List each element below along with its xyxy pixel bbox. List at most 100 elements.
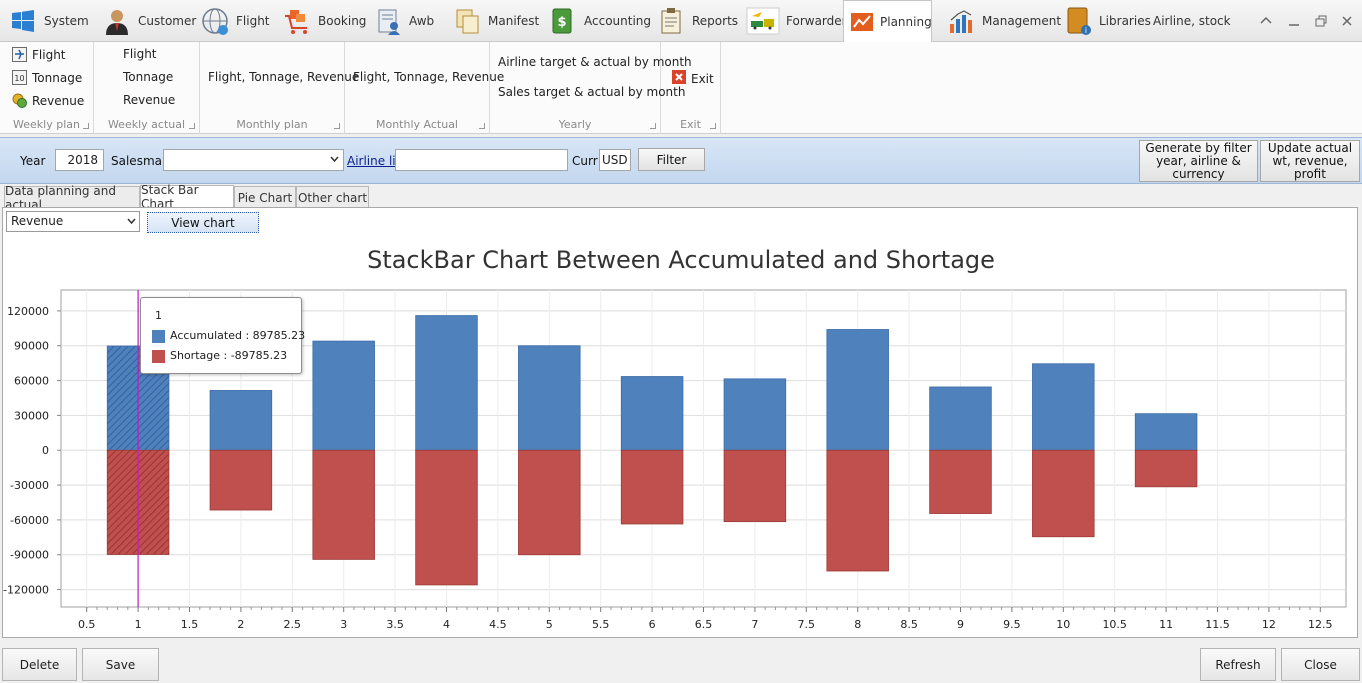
- ribbon-item-label: Sales target & actual by month: [498, 85, 686, 99]
- ribbon-item-label: Airline target & actual by month: [498, 55, 692, 69]
- main-menu-tabs: System Customer Flight Booking Awb Manif…: [0, 0, 1362, 43]
- minimize-icon[interactable]: [1287, 14, 1301, 31]
- save-button[interactable]: Save: [82, 648, 159, 681]
- tab-stack-bar-chart[interactable]: Stack Bar Chart: [140, 183, 234, 211]
- view-chart-button[interactable]: View chart: [147, 212, 259, 233]
- filter-button[interactable]: Filter: [638, 148, 705, 171]
- flight-icon: [12, 47, 27, 62]
- tab-customer[interactable]: Customer: [96, 0, 202, 42]
- ribbon-item-label: Revenue: [123, 93, 176, 107]
- group-exit: Exit Exit: [661, 42, 721, 134]
- svg-text:$: $: [557, 15, 566, 30]
- tab-other-chart[interactable]: Other chart: [296, 186, 369, 208]
- sales-target-button[interactable]: Sales target & actual by month: [498, 85, 685, 99]
- collapse-ribbon-icon[interactable]: [1259, 14, 1273, 31]
- tab-management[interactable]: Management: [940, 0, 1067, 42]
- ribbon-item-label: Tonnage: [32, 70, 83, 85]
- tab-awb[interactable]: Awb: [367, 0, 440, 42]
- airline-field[interactable]: [395, 149, 568, 171]
- tab-label: Planning: [880, 15, 932, 29]
- shortage-swatch: [152, 349, 165, 363]
- tooltip-line: Shortage : -89785.23: [170, 349, 288, 362]
- tab-accounting[interactable]: $ Accounting: [542, 0, 657, 42]
- ribbon-item-label: Flight: [32, 47, 66, 62]
- group-caption: Weekly plan: [13, 118, 80, 131]
- tab-label: Libraries: [1099, 14, 1151, 28]
- dialog-launcher-icon[interactable]: [189, 123, 195, 129]
- refresh-button[interactable]: Refresh: [1200, 648, 1276, 681]
- close-button[interactable]: Close: [1281, 648, 1360, 681]
- ribbon-item-label: Exit: [691, 71, 714, 86]
- tooltip-accumulated: Accumulated : 89785.23: [152, 329, 305, 343]
- dialog-launcher-icon[interactable]: [650, 123, 656, 129]
- chart-metric-select[interactable]: Revenue: [6, 211, 140, 232]
- tab-reports[interactable]: Reports: [650, 0, 744, 42]
- tab-planning[interactable]: Planning: [843, 0, 932, 43]
- tab-booking[interactable]: Booking: [276, 0, 372, 42]
- exit-button[interactable]: Exit: [672, 70, 714, 87]
- group-monthly-plan: Flight, Tonnage, Revenue Monthly plan: [200, 42, 359, 134]
- chart-metric-value: Revenue: [11, 214, 64, 228]
- group-weekly-plan: Flight 10 Tonnage Revenue Weekly plan: [0, 42, 94, 134]
- tab-pie-chart[interactable]: Pie Chart: [234, 186, 296, 208]
- tab-label: Manifest: [488, 14, 540, 28]
- delete-button[interactable]: Delete: [2, 648, 77, 681]
- tab-label: Management: [982, 14, 1062, 28]
- weekly-actual-revenue-button[interactable]: Revenue: [123, 93, 175, 107]
- dialog-launcher-icon[interactable]: [710, 123, 716, 129]
- tooltip-title: 1: [155, 309, 162, 322]
- salesman-select[interactable]: [163, 149, 344, 171]
- tab-label: Airline, stock: [1153, 14, 1231, 28]
- dialog-launcher-icon[interactable]: [83, 123, 89, 129]
- generate-button[interactable]: Generate by filter year, airline & curre…: [1139, 140, 1258, 182]
- weekly-plan-revenue-button[interactable]: Revenue: [12, 93, 84, 108]
- chevron-down-icon[interactable]: [127, 214, 136, 231]
- monthly-plan-button[interactable]: Flight, Tonnage, Revenue: [208, 70, 359, 84]
- exit-icon: [672, 70, 686, 87]
- dialog-launcher-icon[interactable]: [334, 123, 340, 129]
- close-window-icon[interactable]: [1340, 14, 1354, 31]
- restore-icon[interactable]: [1314, 14, 1328, 31]
- ribbon-item-label: Tonnage: [123, 70, 174, 84]
- tooltip-line: Accumulated : 89785.23: [170, 329, 306, 342]
- tab-flight[interactable]: Flight: [194, 0, 276, 42]
- dialog-launcher-icon[interactable]: [479, 123, 485, 129]
- group-caption: Exit: [680, 118, 701, 131]
- monthly-actual-button[interactable]: Flight, Tonnage, Revenue: [353, 70, 504, 84]
- bar-chart-icon: [946, 6, 976, 36]
- tab-data-planning[interactable]: Data planning and actual: [4, 184, 140, 212]
- year-label: Year: [20, 154, 46, 168]
- update-actual-button[interactable]: Update actual wt, revenue, profit: [1260, 140, 1360, 182]
- tab-label: Forwarder: [786, 14, 847, 28]
- tab-system[interactable]: System: [2, 0, 95, 42]
- tab-libraries[interactable]: i Libraries: [1057, 0, 1157, 42]
- tab-forwarder[interactable]: Forwarder: [740, 0, 853, 42]
- tonnage-icon: 10: [12, 70, 27, 85]
- weekly-actual-tonnage-button[interactable]: Tonnage: [123, 70, 173, 84]
- copy-icon: [452, 6, 482, 36]
- weekly-plan-tonnage-button[interactable]: 10 Tonnage: [12, 70, 82, 85]
- accumulated-swatch: [152, 329, 165, 343]
- windows-icon: [8, 6, 38, 36]
- currency-field[interactable]: USD: [599, 149, 631, 171]
- tab-airline-stock[interactable]: Airline, stock: [1147, 0, 1237, 42]
- document-user-icon: [373, 6, 403, 36]
- user-icon: [102, 6, 132, 36]
- ribbon-item-label: Flight, Tonnage, Revenue: [353, 70, 505, 84]
- weekly-actual-flight-button[interactable]: Flight: [123, 47, 157, 61]
- tab-label: System: [44, 14, 89, 28]
- weekly-plan-flight-button[interactable]: Flight: [12, 47, 66, 62]
- transport-icon: [746, 6, 780, 36]
- chevron-down-icon[interactable]: [330, 152, 339, 169]
- salesman-label: Salesman: [111, 154, 170, 168]
- tooltip-shortage: Shortage : -89785.23: [152, 349, 287, 363]
- airline-target-button[interactable]: Airline target & actual by month: [498, 55, 692, 69]
- group-weekly-actual: Flight Tonnage Revenue Weekly actual: [94, 42, 200, 134]
- group-caption: Monthly Actual: [375, 118, 458, 131]
- coins-icon: [12, 93, 27, 108]
- money-icon: $: [548, 6, 578, 36]
- year-field[interactable]: 2018: [55, 149, 104, 171]
- airline-list-link[interactable]: Airline list: [347, 154, 407, 168]
- tab-manifest[interactable]: Manifest: [446, 0, 545, 42]
- tab-label: Booking: [318, 14, 367, 28]
